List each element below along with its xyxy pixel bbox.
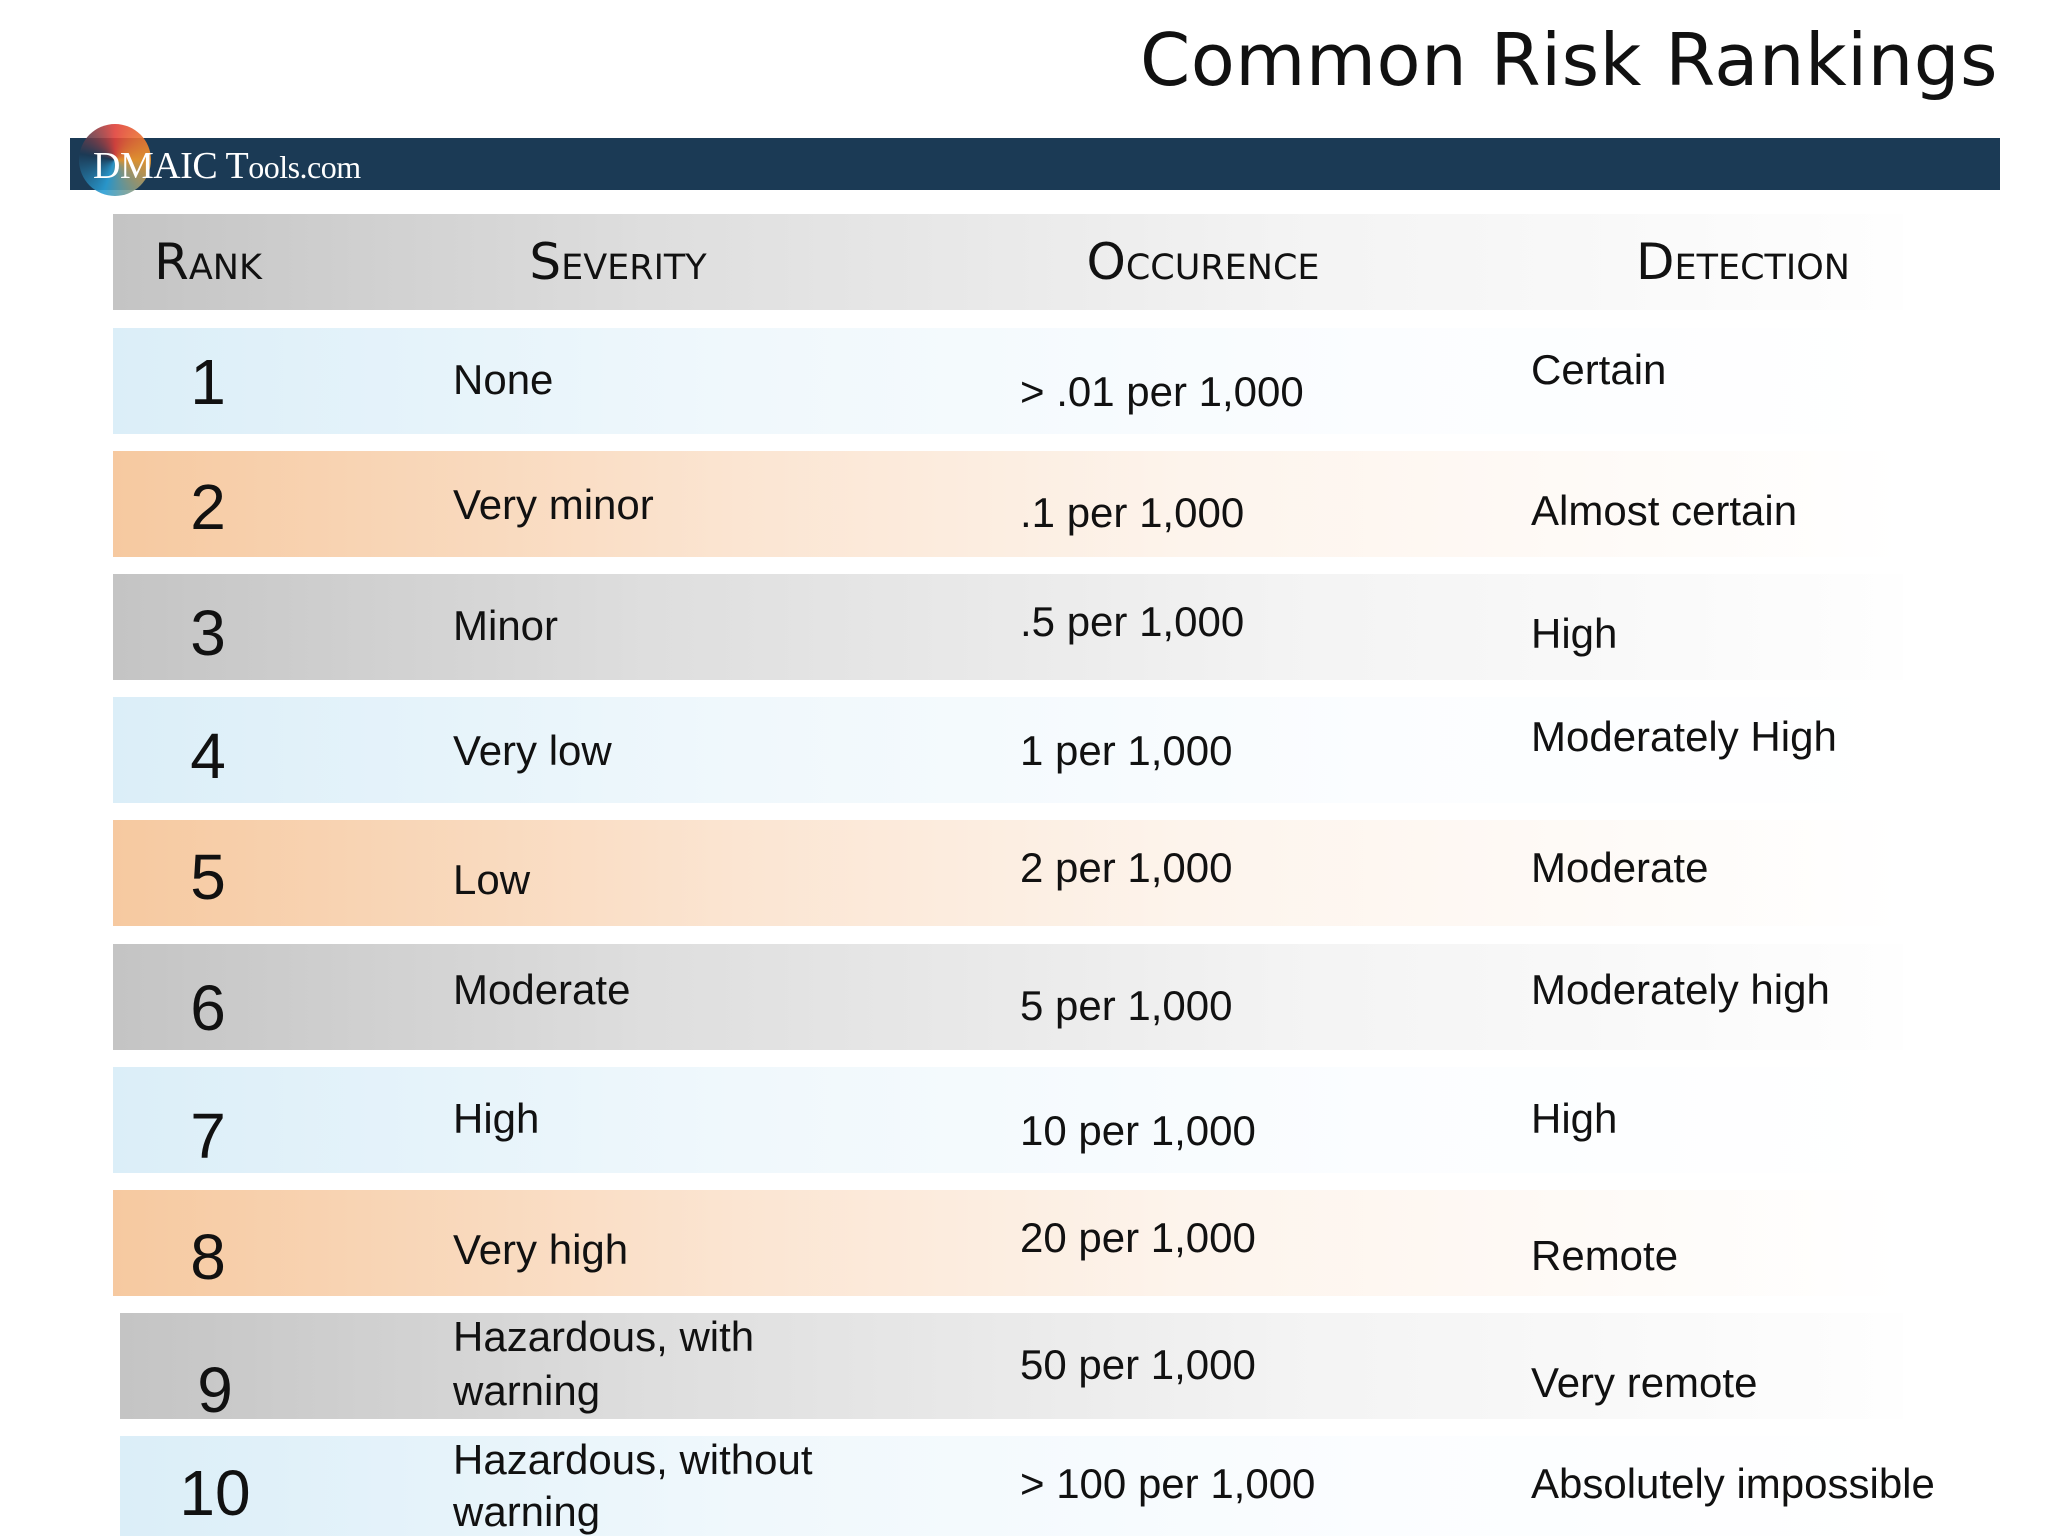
severity-cell-line2: warning bbox=[453, 1488, 601, 1535]
severity-cell: Moderate bbox=[453, 966, 631, 1013]
rank-cell: 7 bbox=[190, 1100, 226, 1172]
severity-cell: Very low bbox=[453, 727, 612, 774]
rank-cell: 4 bbox=[190, 720, 226, 792]
detection-cell: Very remote bbox=[1531, 1359, 1758, 1406]
table-row: 3 Minor .5 per 1,000 High bbox=[113, 574, 1903, 680]
detection-cell: Absolutely impossible bbox=[1531, 1460, 1935, 1507]
severity-cell: Minor bbox=[453, 602, 559, 649]
table-row: 4 Very low 1 per 1,000 Moderately High bbox=[113, 697, 1903, 803]
occurence-cell: > .01 per 1,000 bbox=[1020, 368, 1304, 415]
table-row: 8 Very high 20 per 1,000 Remote bbox=[113, 1190, 1903, 1296]
detection-cell: Moderately high bbox=[1531, 966, 1830, 1013]
logo: DMAIC Tools.com bbox=[75, 122, 415, 202]
header-rank: Rank bbox=[154, 233, 262, 291]
table-row: 6 Moderate 5 per 1,000 Moderately high bbox=[113, 944, 1903, 1050]
occurence-cell: 5 per 1,000 bbox=[1020, 982, 1233, 1029]
occurence-cell: 1 per 1,000 bbox=[1020, 727, 1233, 774]
occurence-cell: 50 per 1,000 bbox=[1020, 1341, 1256, 1388]
severity-cell-line1: Hazardous, with bbox=[453, 1313, 755, 1360]
occurence-cell: 2 per 1,000 bbox=[1020, 844, 1233, 891]
occurence-cell: 20 per 1,000 bbox=[1020, 1214, 1256, 1261]
detection-cell: High bbox=[1531, 1095, 1618, 1142]
severity-cell: Very high bbox=[453, 1226, 629, 1273]
table-row: 7 High 10 per 1,000 High bbox=[113, 1067, 1903, 1173]
severity-cell-line1: Hazardous, without bbox=[453, 1436, 813, 1483]
logo-text: DMAIC Tools.com bbox=[93, 145, 361, 187]
rank-cell: 1 bbox=[190, 346, 226, 418]
table-row: 1 None > .01 per 1,000 Certain bbox=[113, 328, 1903, 434]
severity-cell-line2: warning bbox=[453, 1367, 601, 1414]
table-row: 10 Hazardous, without warning > 100 per … bbox=[120, 1436, 1935, 1536]
header-severity: Severity bbox=[529, 233, 707, 291]
page-title: Common Risk Rankings bbox=[1139, 18, 1998, 102]
rank-cell: 10 bbox=[179, 1457, 251, 1529]
rank-cell: 3 bbox=[190, 597, 226, 669]
occurence-cell: 10 per 1,000 bbox=[1020, 1107, 1256, 1154]
header-occurence: Occurence bbox=[1086, 233, 1320, 291]
header-detection: Detection bbox=[1636, 233, 1850, 291]
table-row: 9 Hazardous, with warning 50 per 1,000 V… bbox=[120, 1313, 1903, 1426]
detection-cell: Moderately High bbox=[1531, 713, 1837, 760]
rank-cell: 9 bbox=[197, 1354, 233, 1426]
table-header: Rank Severity Occurence Detection bbox=[113, 214, 1903, 310]
detection-cell: High bbox=[1531, 610, 1618, 657]
rank-cell: 2 bbox=[190, 471, 226, 543]
occurence-cell: .1 per 1,000 bbox=[1020, 489, 1245, 536]
table-row: 2 Very minor .1 per 1,000 Almost certain bbox=[113, 451, 1903, 557]
header-banner bbox=[70, 138, 2000, 190]
rank-cell: 5 bbox=[190, 841, 226, 913]
rank-cell: 8 bbox=[190, 1221, 226, 1293]
severity-cell: Low bbox=[453, 856, 531, 903]
detection-cell: Almost certain bbox=[1531, 487, 1798, 534]
table-row: 5 Low 2 per 1,000 Moderate bbox=[113, 820, 1903, 926]
occurence-cell: > 100 per 1,000 bbox=[1020, 1460, 1316, 1507]
detection-cell: Remote bbox=[1531, 1232, 1679, 1279]
rank-cell: 6 bbox=[190, 972, 226, 1044]
severity-cell: High bbox=[453, 1095, 540, 1142]
occurence-cell: .5 per 1,000 bbox=[1020, 598, 1245, 645]
severity-cell: None bbox=[453, 356, 554, 403]
logo-icon bbox=[79, 124, 151, 196]
severity-cell: Very minor bbox=[453, 481, 654, 528]
detection-cell: Moderate bbox=[1531, 844, 1709, 891]
detection-cell: Certain bbox=[1531, 346, 1667, 393]
